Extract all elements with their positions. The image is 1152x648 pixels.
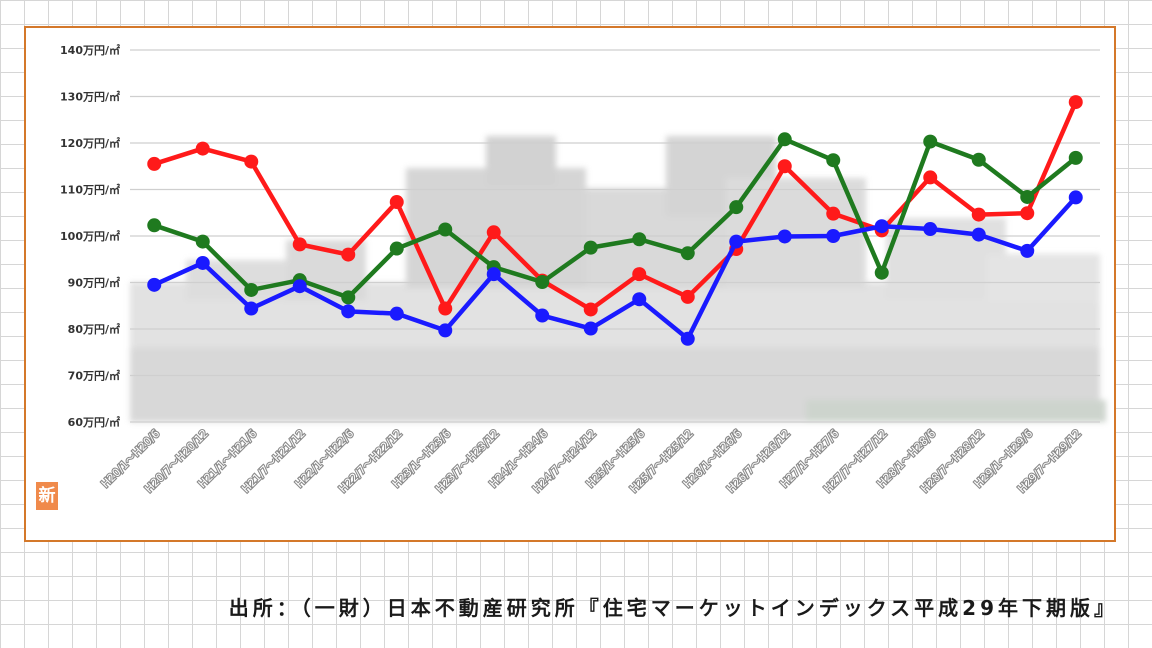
series-line [152,99,1078,312]
data-point [777,159,792,174]
data-point [729,234,744,249]
y-tick-label: 120万円/㎡ [60,136,120,150]
data-point [632,267,647,282]
series-line [152,137,1078,300]
data-point [389,195,404,210]
chart-frame: 60万円/㎡ 70万円/㎡ 80万円/㎡ 90万円/㎡ 100万円/㎡ 110万円/㎡ 12… [24,26,1116,542]
data-point [826,206,841,221]
data-point [438,301,453,316]
data-point [389,241,404,256]
data-point [147,156,162,171]
data-point [729,200,744,215]
data-point [680,246,695,261]
data-point [341,304,356,319]
data-point [438,222,453,237]
series-1 [147,132,1083,305]
grid-lines [130,49,1100,423]
data-point [341,247,356,262]
background-photo [130,136,1106,422]
data-point [874,219,889,234]
data-point [147,277,162,292]
data-point [971,152,986,167]
data-point [632,292,647,307]
data-point [1068,190,1083,205]
data-point [195,234,210,249]
y-tick-label: 110万円/㎡ [60,183,120,197]
data-point [874,265,889,280]
data-point [389,306,404,321]
data-point [341,290,356,305]
data-point [826,229,841,243]
data-point [195,141,210,156]
data-point [777,229,792,244]
data-point [535,275,550,290]
data-point [680,289,695,304]
data-point [244,301,259,316]
series-0 [147,95,1083,317]
data-point [923,170,938,185]
source-caption: 出所：（一財）日本不動産研究所『住宅マーケットインデックス平成29年下期版』 [228,596,1118,620]
x-axis-ticks: H20/1～H20/6H20/7～H20/12H21/1～H21/6H21/7～… [98,426,1085,497]
data-point [1020,189,1035,204]
data-point [292,237,307,252]
data-point [971,227,986,242]
data-point [923,134,938,149]
y-tick-label: 70万円/㎡ [68,369,120,383]
data-point [583,321,598,336]
data-point [486,267,501,282]
data-point [1020,206,1035,221]
data-point [195,255,210,270]
data-point [583,240,598,255]
data-point [583,302,598,317]
y-tick-label: 100万円/㎡ [60,229,120,243]
y-tick-label: 130万円/㎡ [60,90,120,104]
y-tick-label: 140万円/㎡ [60,43,120,57]
data-point [1020,243,1035,258]
data-point [826,153,841,168]
data-point [971,207,986,222]
y-tick-label: 60万円/㎡ [68,415,120,429]
series-line [152,195,1078,342]
data-point [1068,95,1083,110]
data-point [438,323,453,338]
line-chart: 60万円/㎡ 70万円/㎡ 80万円/㎡ 90万円/㎡ 100万円/㎡ 110万円/㎡ 12… [60,43,1106,497]
y-tick-label: 80万円/㎡ [68,322,120,336]
data-point [244,282,259,297]
publisher-logo: 新 [36,482,58,510]
data-point [923,222,938,237]
series-2 [147,190,1083,346]
data-point [777,132,792,147]
data-point [1068,150,1083,165]
data-point [292,279,307,294]
data-point [680,331,695,346]
series-layer [147,95,1083,346]
data-point [632,232,647,247]
y-tick-label: 90万円/㎡ [68,276,120,290]
data-point [244,154,259,169]
data-point [147,218,162,233]
data-point [486,225,501,240]
data-point [535,308,550,323]
y-axis-ticks: 60万円/㎡ 70万円/㎡ 80万円/㎡ 90万円/㎡ 100万円/㎡ 110万円/㎡ 12… [60,43,120,429]
